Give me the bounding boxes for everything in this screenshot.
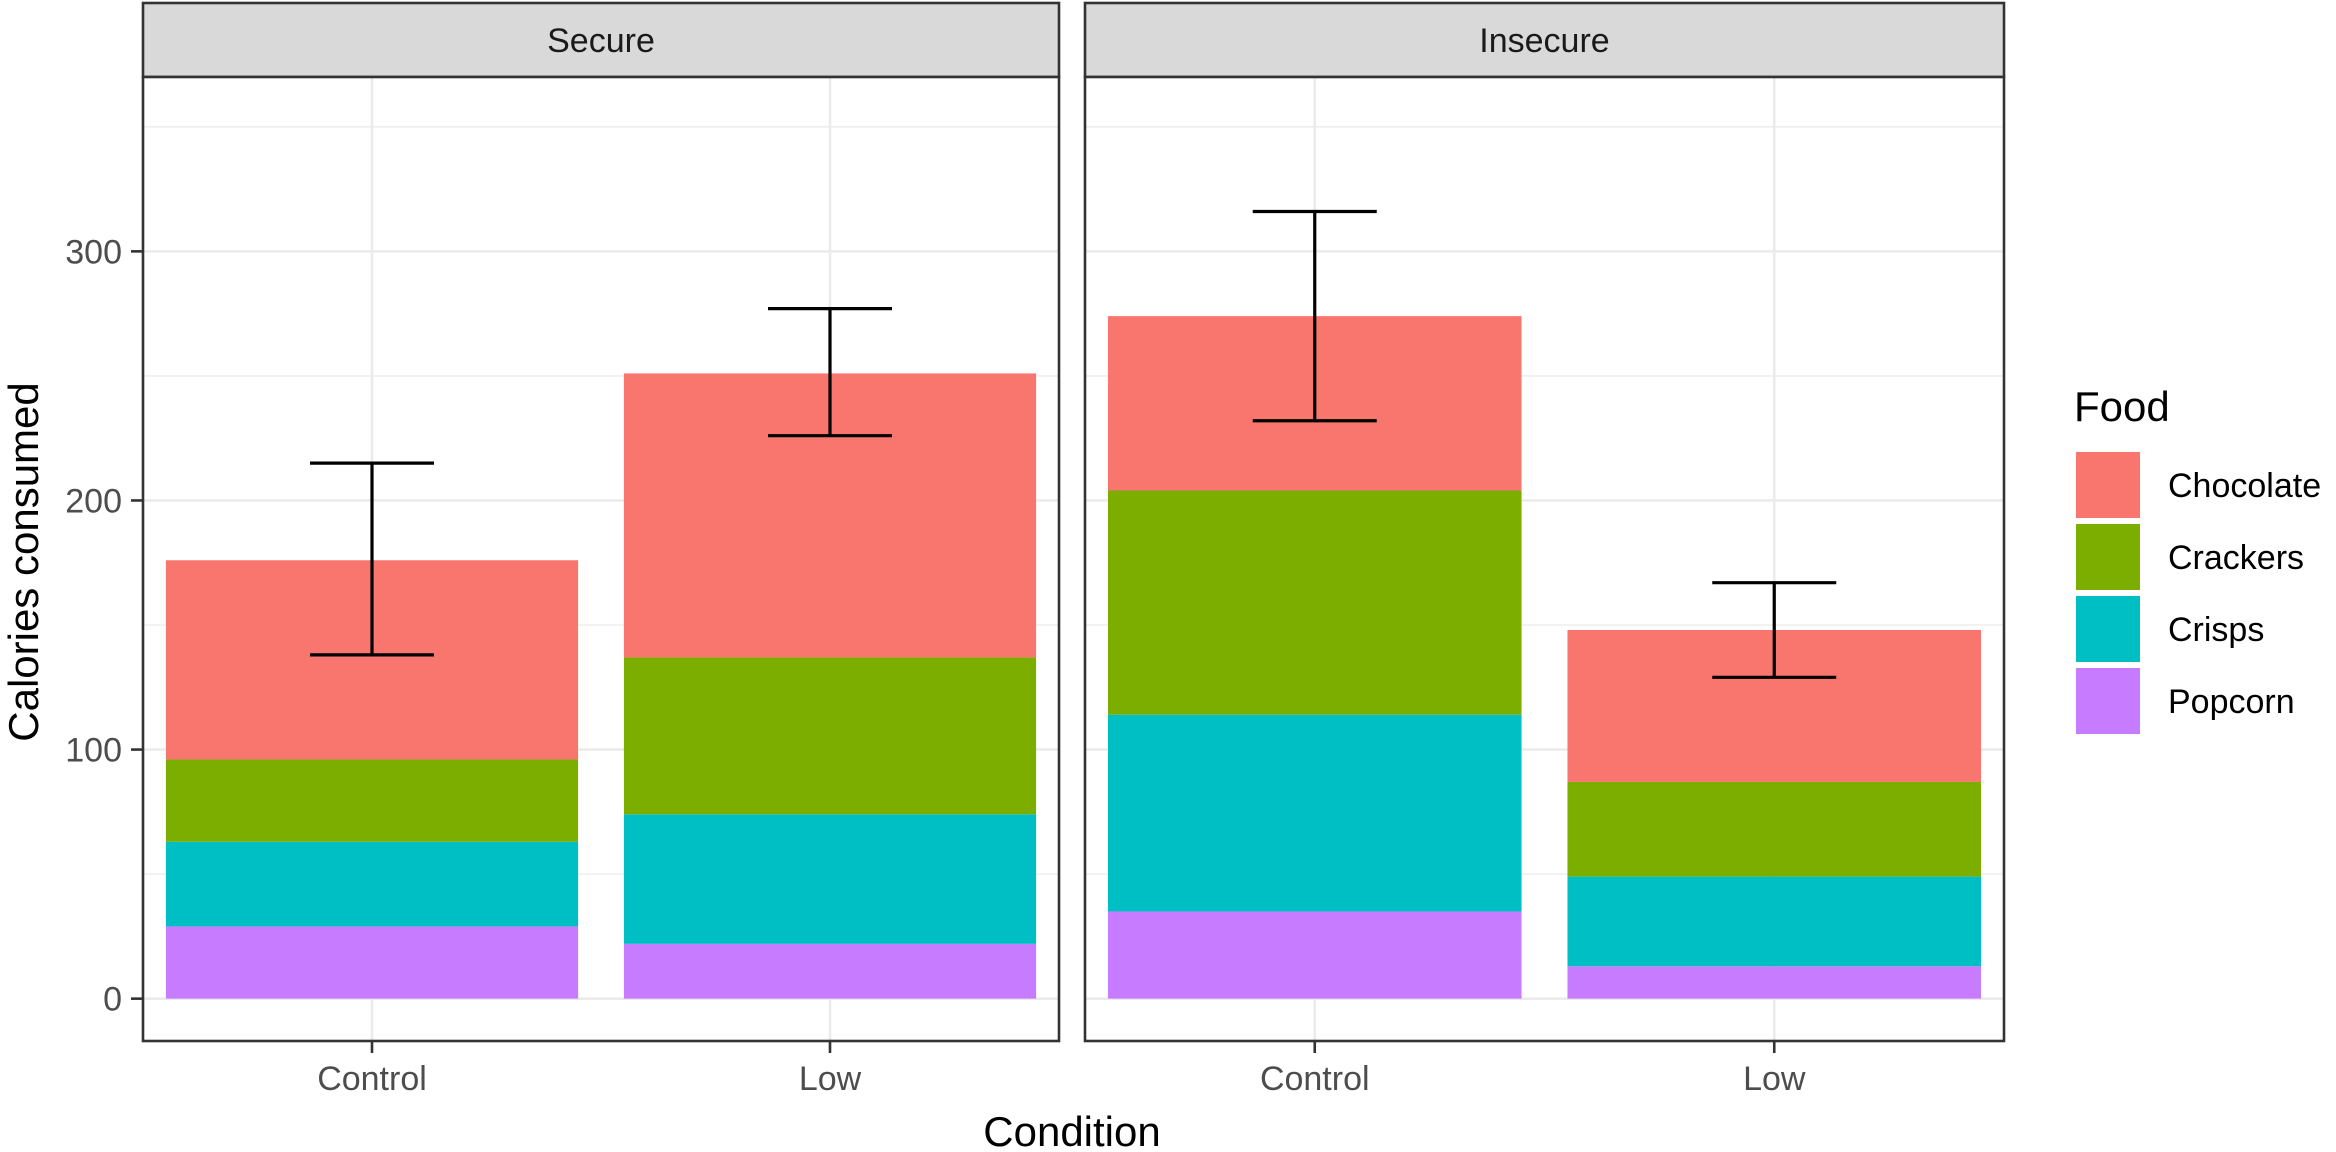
legend-label-chocolate: Chocolate [2168, 467, 2321, 505]
panel-border-insecure [1083, 75, 2006, 1043]
legend-key-crackers [2074, 522, 2142, 592]
y-tick-label-300: 300 [65, 233, 122, 271]
bar-secure-low-crackers [623, 657, 1037, 815]
x-tick-label-secure-low: Low [799, 1060, 862, 1098]
x-tick-label-insecure-control: Control [1260, 1060, 1370, 1098]
bar-insecure-control-popcorn [1107, 911, 1522, 999]
legend: Food Chocolate Crackers Crisps Popcorn [2074, 383, 2321, 736]
bar-secure-control-crackers [165, 759, 579, 842]
legend-key-popcorn [2074, 666, 2142, 736]
bar-secure-control-popcorn [165, 926, 579, 999]
y-axis-title: Calories consumed [0, 382, 47, 742]
bar-insecure-low-popcorn [1567, 966, 1982, 999]
facet-strip-label-insecure: Insecure [1479, 22, 1609, 60]
bar-secure-low-crisps [623, 814, 1037, 944]
x-tick-label-secure-control: Control [317, 1060, 427, 1098]
bar-insecure-low-crackers [1567, 781, 1982, 877]
bar-insecure-control-crisps [1107, 714, 1522, 912]
plot-area: 0 100 200 300 Secure Control Low Insecure Contro… [65, 1, 2006, 1098]
x-axis-title: Condition [983, 1108, 1160, 1152]
x-tick-label-insecure-low: Low [1743, 1060, 1806, 1098]
bar-insecure-control-crackers [1107, 490, 1522, 715]
facet-strip-secure [141, 1, 1061, 79]
y-tick-label-100: 100 [65, 732, 122, 770]
bar-secure-control-crisps [165, 841, 579, 927]
panel-insecure: Insecure Control Low [1083, 1, 2006, 1098]
legend-label-popcorn: Popcorn [2168, 683, 2295, 721]
y-tick-label-200: 200 [65, 482, 122, 520]
panel-secure: Secure Control Low [141, 1, 1061, 1098]
bar-secure-low-popcorn [623, 943, 1037, 999]
bar-insecure-low-crisps [1567, 876, 1982, 967]
panel-border-secure [141, 75, 1061, 1043]
legend-key-crisps [2074, 594, 2142, 664]
facet-strip-label-secure: Secure [547, 22, 655, 60]
legend-label-crisps: Crisps [2168, 611, 2264, 649]
legend-title: Food [2074, 383, 2170, 430]
legend-key-chocolate [2074, 450, 2142, 520]
legend-label-crackers: Crackers [2168, 539, 2304, 577]
y-tick-label-0: 0 [103, 981, 122, 1019]
